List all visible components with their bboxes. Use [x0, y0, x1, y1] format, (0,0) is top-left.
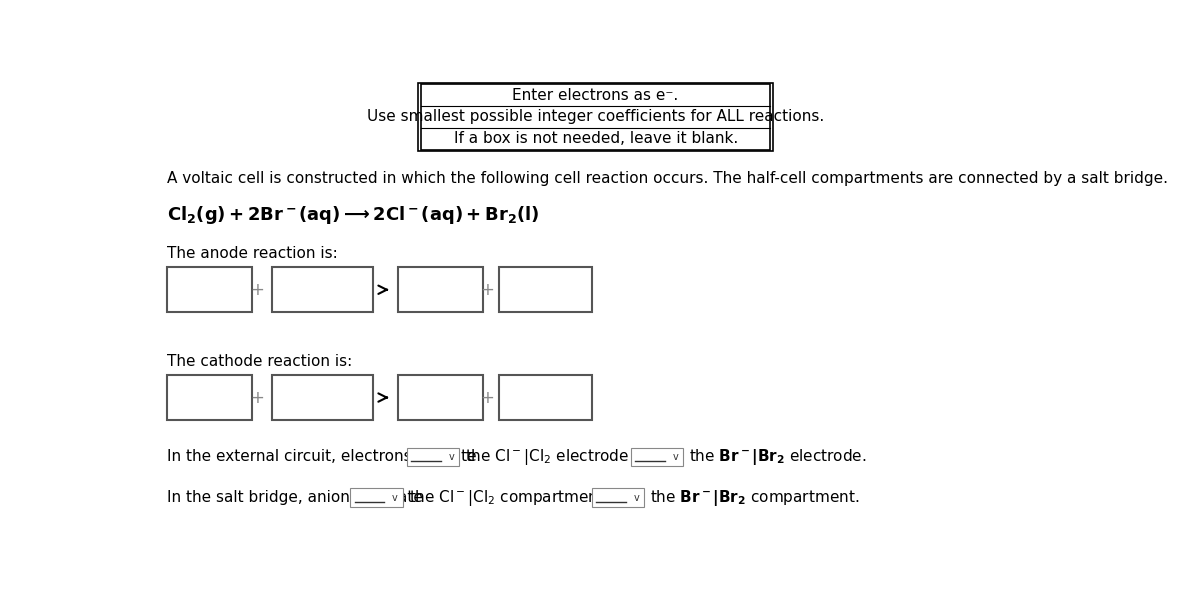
FancyBboxPatch shape [167, 375, 252, 420]
Text: Use smallest possible integer coefficients for ALL reactions.: Use smallest possible integer coefficien… [367, 110, 824, 125]
FancyBboxPatch shape [592, 488, 644, 507]
FancyBboxPatch shape [499, 375, 592, 420]
Text: the $\mathrm{Cl^-|Cl_2}$ electrode: the $\mathrm{Cl^-|Cl_2}$ electrode [466, 447, 630, 467]
Text: Enter electrons as e⁻.: Enter electrons as e⁻. [512, 88, 679, 103]
Text: the $\mathbf{Br^-|Br_2}$ compartment.: the $\mathbf{Br^-|Br_2}$ compartment. [650, 488, 859, 508]
Text: The anode reaction is:: The anode reaction is: [167, 246, 338, 261]
Text: +: + [250, 388, 264, 407]
Text: If a box is not needed, leave it blank.: If a box is not needed, leave it blank. [454, 131, 738, 146]
Text: v: v [392, 492, 397, 503]
FancyBboxPatch shape [407, 448, 460, 466]
Text: $\mathbf{Cl_2(g) + 2Br^-(aq) \longrightarrow 2Cl^-(aq) + Br_2(l)}$: $\mathbf{Cl_2(g) + 2Br^-(aq) \longrighta… [167, 204, 540, 226]
Text: +: + [250, 281, 264, 299]
FancyBboxPatch shape [630, 448, 683, 466]
Text: In the salt bridge, anions migrate: In the salt bridge, anions migrate [167, 490, 422, 505]
FancyBboxPatch shape [421, 84, 770, 149]
Text: In the external circuit, electrons migrate: In the external circuit, electrons migra… [167, 450, 476, 464]
FancyBboxPatch shape [272, 267, 373, 312]
FancyBboxPatch shape [272, 375, 373, 420]
Text: v: v [672, 452, 678, 462]
Text: v: v [634, 492, 640, 503]
Text: +: + [480, 281, 494, 299]
FancyBboxPatch shape [398, 375, 484, 420]
Text: A voltaic cell is constructed in which the following cell reaction occurs. The h: A voltaic cell is constructed in which t… [167, 171, 1168, 186]
FancyBboxPatch shape [398, 267, 484, 312]
Text: the $\mathrm{Cl^-|Cl_2}$ compartment: the $\mathrm{Cl^-|Cl_2}$ compartment [409, 488, 605, 508]
Text: v: v [449, 452, 454, 462]
Text: The cathode reaction is:: The cathode reaction is: [167, 354, 353, 369]
Text: +: + [480, 388, 494, 407]
FancyBboxPatch shape [350, 488, 403, 507]
Text: the $\mathbf{Br^-|Br_2}$ electrode.: the $\mathbf{Br^-|Br_2}$ electrode. [689, 447, 866, 467]
FancyBboxPatch shape [167, 267, 252, 312]
FancyBboxPatch shape [499, 267, 592, 312]
